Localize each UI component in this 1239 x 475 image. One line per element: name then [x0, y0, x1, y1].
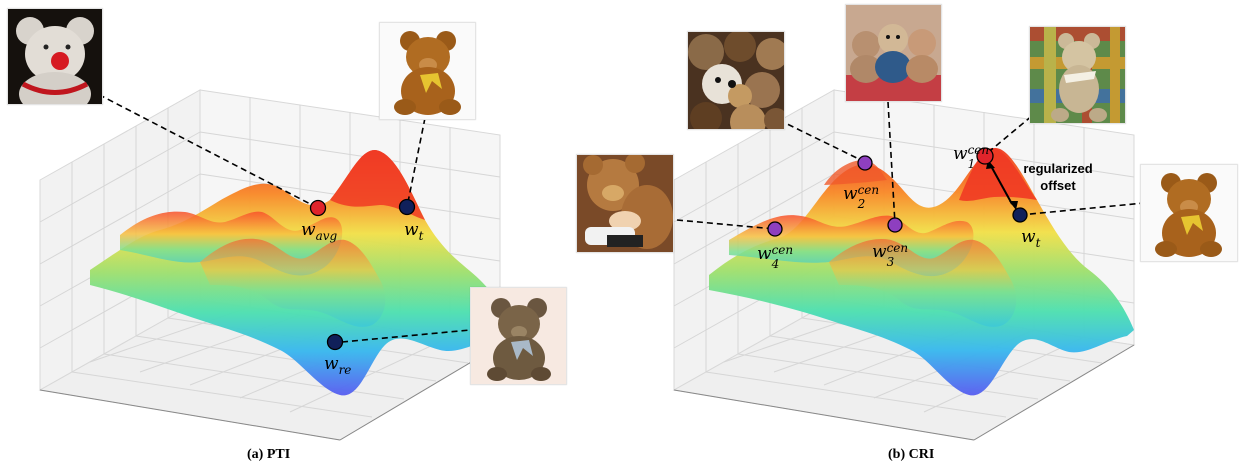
thumb-bear-hug	[576, 154, 674, 253]
connector-w-t	[1019, 202, 1145, 216]
thumb-brown-bear-target	[379, 22, 476, 120]
caption-cri: (b) CRI	[888, 447, 935, 462]
connector-w-re	[341, 329, 471, 343]
point-w1	[976, 147, 994, 165]
point-w4	[767, 221, 783, 237]
point-w-t	[398, 198, 416, 216]
thumb-brown-bear-target	[1140, 164, 1238, 262]
thumb-white-bear	[7, 8, 103, 105]
connector-w3	[887, 101, 896, 225]
label-w-t: wt	[1021, 227, 1041, 250]
point-w-t	[1012, 207, 1028, 223]
pti-landscape-plot	[38, 89, 510, 441]
label-w-re: wre	[324, 354, 352, 377]
point-w2	[857, 155, 873, 171]
label-w4-cen: w cen 4	[757, 243, 794, 271]
thumb-bear-group	[845, 4, 942, 102]
connector-w-t	[406, 117, 426, 208]
label-w3-cen: w cen 3	[872, 241, 909, 269]
label-w1-cen: w cen 1	[953, 143, 990, 171]
connector-w4	[676, 219, 776, 230]
connector-w-avg	[89, 89, 319, 209]
loss-surface	[709, 147, 1134, 396]
point-w3	[887, 217, 903, 233]
regularized-offset-label: regularized offset	[1023, 161, 1093, 193]
panel-pti: wavg wt wre (a) PTI	[7, 8, 567, 462]
label-w-t: wt	[404, 220, 424, 243]
point-w-avg	[309, 199, 327, 217]
connector-lines	[89, 89, 471, 343]
thumb-bear-plaid	[1029, 26, 1126, 124]
connector-w2	[778, 119, 866, 163]
point-w-re	[326, 333, 344, 351]
thumb-bear-pile	[687, 31, 785, 130]
label-w-avg: wavg	[301, 220, 338, 243]
cri-landscape-plot	[672, 89, 1145, 441]
panel-cri: w cen 1 w cen 2 w cen 3 w cen 4 wt regularized o…	[576, 0, 1239, 475]
thumb-brown-bear-reconstruction	[470, 287, 567, 385]
caption-pti: (a) PTI	[247, 447, 291, 462]
label-w2-cen: w cen 2	[843, 183, 880, 211]
